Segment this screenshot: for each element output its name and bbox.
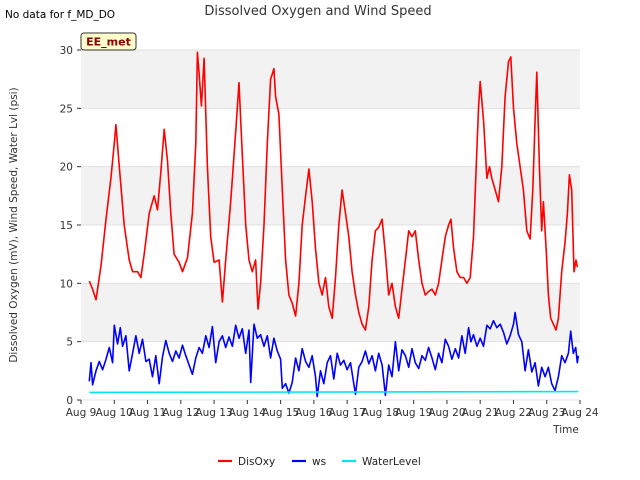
- gridlines: [81, 49, 580, 401]
- series-line-waterlevel: [89, 390, 579, 394]
- legend-label-waterlevel: WaterLevel: [362, 456, 421, 468]
- series-layer: [88, 51, 580, 398]
- legend-label-disoxy: DisOxy: [238, 456, 275, 468]
- x-tick-label: Aug 16: [295, 407, 333, 419]
- x-axis-label: Time: [552, 424, 579, 436]
- y-tick-label: 20: [60, 162, 73, 174]
- y-tick-label: 10: [60, 278, 73, 290]
- x-tick-label: Aug 15: [262, 407, 299, 419]
- plot-band: [81, 50, 580, 109]
- x-tick-label: Aug 23: [528, 407, 565, 419]
- legend: DisOxy ws WaterLevel: [218, 456, 421, 468]
- x-tick-label: Aug 24: [561, 407, 599, 419]
- x-tick-label: Aug 19: [395, 407, 432, 419]
- x-tick-label: Aug 20: [428, 407, 465, 419]
- y-axis: 0 5 10 15 20 25 30: [60, 45, 81, 407]
- x-tick-label: Aug 17: [329, 407, 366, 419]
- x-tick-label: Aug 10: [96, 407, 133, 419]
- y-axis-label: Dissolved Oxygen (mV), Wind Speed, Water…: [8, 87, 20, 362]
- x-tick-label: Aug 13: [195, 407, 232, 419]
- x-tick-label: Aug 9: [66, 407, 97, 419]
- station-badge: EE_met: [80, 32, 137, 51]
- y-tick-label: 30: [60, 45, 73, 57]
- series-line-ws: [88, 311, 580, 398]
- legend-label-ws: ws: [312, 456, 326, 468]
- x-tick-label: Aug 14: [229, 407, 267, 419]
- x-tick-label: Aug 18: [362, 407, 399, 419]
- y-tick-label: 0: [66, 395, 73, 407]
- x-tick-label: Aug 12: [162, 407, 199, 419]
- station-badge-label: EE_met: [86, 36, 131, 49]
- y-tick-label: 25: [60, 103, 73, 115]
- chart-title: Dissolved Oxygen and Wind Speed: [204, 4, 431, 19]
- no-data-message: No data for f_MD_DO: [5, 9, 115, 21]
- series-line-disoxy: [88, 51, 579, 331]
- plot-band: [81, 166, 580, 225]
- x-tick-label: Aug 21: [462, 407, 499, 419]
- y-tick-label: 15: [60, 220, 73, 232]
- y-tick-label: 5: [66, 337, 73, 349]
- x-tick-label: Aug 11: [129, 407, 166, 419]
- x-tick-label: Aug 22: [495, 407, 532, 419]
